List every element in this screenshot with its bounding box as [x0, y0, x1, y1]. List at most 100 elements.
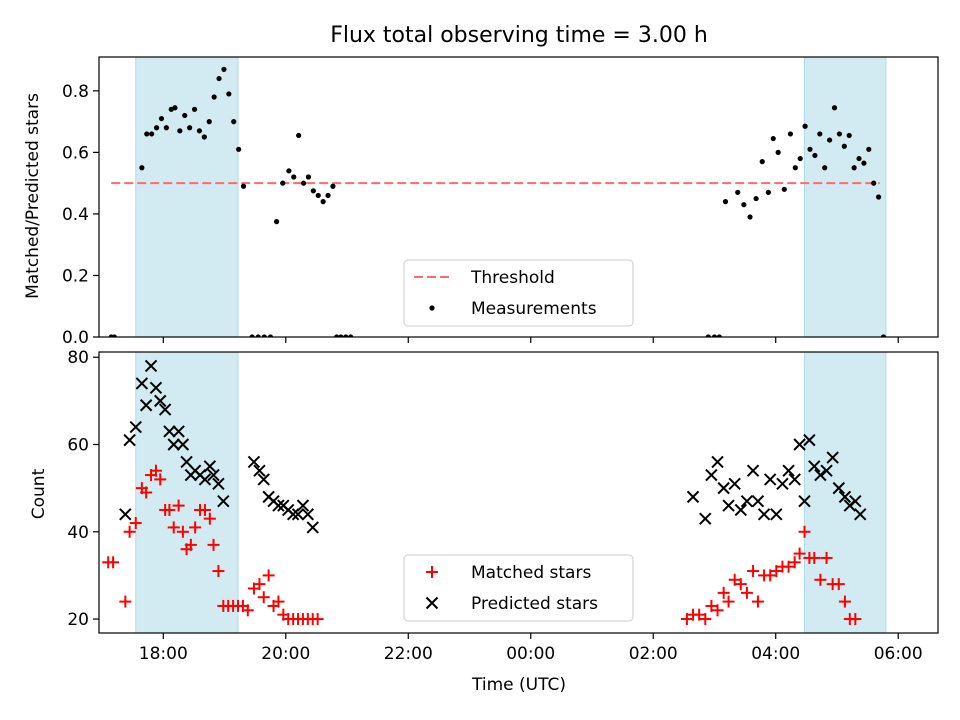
matched-star-point: [163, 503, 176, 516]
predicted-star-mark-b: [291, 508, 305, 521]
matched-star-point: [808, 551, 821, 564]
matched-star-point: [253, 578, 266, 591]
measurement-point: [240, 183, 247, 189]
predicted-star-point: [123, 433, 136, 447]
measurement-point: [273, 219, 280, 225]
matched-star-point: [728, 573, 741, 586]
bottom-plot-area: [102, 359, 867, 626]
predicted-star-point: [798, 495, 811, 508]
predicted-star-mark-b: [154, 394, 167, 408]
measurement-point: [338, 334, 344, 337]
bottom-y-axis-label: Count: [29, 468, 49, 519]
matched-star-point: [717, 586, 730, 599]
measurement-point: [735, 189, 741, 195]
chart-title: Flux total observing time = 3.00 h: [330, 23, 708, 48]
measurement-point: [296, 132, 302, 139]
measurement-point: [111, 334, 117, 337]
bottom-shaded-region: [135, 351, 239, 634]
measurement-point: [172, 105, 178, 111]
bottom-y-tick-label: 40: [67, 523, 89, 543]
matched-star-point: [788, 556, 801, 569]
top-y-axis-label: Matched/Predicted stars: [23, 93, 43, 299]
top-y-tick-label: 0.2: [62, 266, 89, 286]
legend-label: Threshold: [470, 268, 555, 288]
predicted-star-mark-b: [119, 508, 132, 521]
bottom-shaded-region: [803, 351, 887, 634]
predicted-star-point: [782, 464, 795, 477]
predicted-star-mark-b: [751, 495, 765, 508]
measurement-point: [871, 180, 877, 186]
predicted-star-mark-b: [123, 433, 136, 447]
predicted-star-point: [770, 508, 783, 521]
top-y-tick-label: 0.6: [62, 143, 89, 163]
top-y-tick-label: 0.0: [62, 328, 89, 348]
measurement-point: [305, 174, 312, 180]
measurement-point: [291, 174, 297, 180]
predicted-star-point: [163, 425, 176, 438]
matched-star-point: [212, 565, 225, 578]
predicted-star-mark-b: [172, 425, 185, 438]
matched-star-point: [154, 473, 167, 486]
x-tick-label: 22:00: [384, 644, 433, 664]
matched-star-point: [770, 565, 783, 578]
measurement-point: [255, 334, 261, 337]
predicted-star-point: [717, 481, 730, 495]
measurement-point: [330, 183, 336, 189]
x-tick-label: 18:00: [139, 644, 188, 664]
matched-star-point: [207, 538, 220, 551]
predicted-star-mark-b: [167, 438, 180, 451]
predicted-star-mark-b: [803, 433, 816, 447]
predicted-star-mark-b: [776, 477, 789, 490]
predicted-star-mark-b: [135, 377, 149, 390]
predicted-star-point: [291, 508, 305, 521]
predicted-star-mark-b: [728, 477, 741, 490]
predicted-star-mark-b: [198, 473, 212, 486]
predicted-star-point: [854, 508, 867, 521]
predicted-star-point: [167, 438, 180, 451]
top-shaded-region: [135, 56, 239, 338]
matched-star-point: [832, 578, 845, 591]
predicted-star-mark-b: [212, 477, 225, 490]
measurement-point: [711, 334, 718, 337]
measurement-point: [280, 180, 286, 186]
matched-star-point: [793, 547, 806, 560]
predicted-star-mark-b: [158, 403, 172, 416]
matched-star-point: [140, 486, 153, 499]
predicted-star-point: [247, 455, 261, 469]
predicted-star-point: [776, 477, 789, 490]
measurement-point: [875, 194, 882, 200]
matched-star-point: [167, 521, 180, 534]
predicted-star-point: [699, 512, 712, 525]
measurement-point: [206, 119, 212, 125]
measurement-point: [196, 128, 203, 134]
x-tick-label: 00:00: [506, 644, 555, 664]
matched-star-point: [198, 503, 211, 516]
top-y-tick-label: 0.4: [62, 205, 89, 225]
measurement-point: [300, 180, 307, 186]
measurement-point: [153, 125, 160, 131]
measurement-point: [787, 131, 794, 137]
measurement-point: [315, 192, 321, 199]
measurement-point: [201, 134, 207, 140]
predicted-star-mark-b: [814, 468, 827, 482]
predicted-star-point: [826, 451, 839, 464]
predicted-star-point: [728, 477, 741, 490]
predicted-star-mark-b: [686, 490, 700, 504]
measurement-point: [177, 128, 183, 134]
predicted-star-point: [705, 468, 718, 482]
predicted-star-point: [734, 503, 748, 517]
top-legend: Threshold Measurements: [403, 259, 634, 327]
matched-star-point: [705, 599, 718, 612]
matched-star-point: [257, 591, 270, 604]
measurement-point: [182, 112, 188, 119]
predicted-star-mark-b: [820, 464, 833, 477]
matched-star-point: [734, 578, 747, 591]
legend-label: Matched stars: [471, 563, 591, 583]
predicted-star-point: [217, 495, 230, 508]
predicted-star-mark-b: [757, 508, 771, 521]
matched-star-point: [262, 569, 275, 582]
predicted-star-point: [686, 490, 700, 504]
predicted-star-point: [757, 508, 771, 521]
legend-predicted-swatch-b: [425, 596, 439, 610]
matched-star-point: [764, 569, 777, 582]
